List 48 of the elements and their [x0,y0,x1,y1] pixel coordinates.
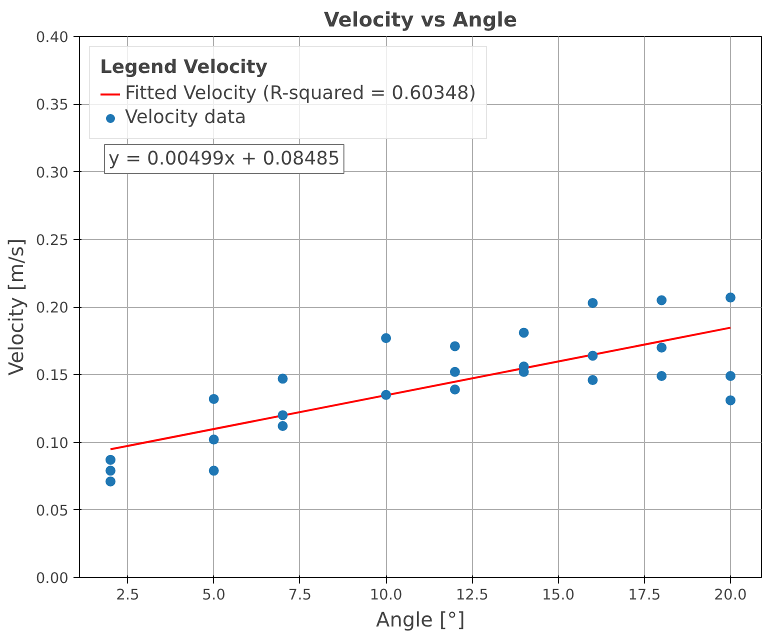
point [381,390,392,400]
x-tick-label: 10.0 [370,586,402,604]
y-tick-label: 0.05 [36,502,69,520]
point [208,394,219,404]
point [106,454,116,465]
chart-title: Velocity vs Angle [324,8,518,32]
y-tick-label: 0.15 [36,367,69,384]
legend-title: Legend Velocity [100,57,268,78]
x-axis-title: Angle [°] [376,608,465,632]
x-tick-label: 15.0 [542,586,575,604]
point [726,395,736,406]
x-tick-label: 12.5 [456,586,488,604]
point [518,328,529,338]
point [656,370,667,381]
point [208,466,219,476]
y-tick-label: 0.40 [36,29,69,46]
point [278,374,288,384]
point [588,350,598,361]
y-tick-label: 0.35 [36,96,69,114]
point [381,333,392,344]
x-tick-label: 2.5 [116,586,140,604]
point [208,434,219,445]
annotation: y = 0.00499x + 0.08485 [108,148,340,170]
point [106,466,116,476]
y-tick-label: 0.00 [36,570,69,587]
x-tick-label: 17.5 [628,586,661,604]
y-axis-title: Velocity [m/s] [4,238,28,376]
y-tick-label: 0.20 [36,300,69,316]
point [106,476,116,486]
point [726,292,736,303]
y-tick-label: 0.10 [36,434,69,452]
point [450,366,460,377]
y-tick-label: 0.30 [36,164,69,182]
x-tick-label: 5.0 [202,586,226,604]
point [656,295,667,306]
legend-label: Velocity data [125,107,246,128]
point [656,342,667,353]
point [450,384,460,394]
y-tick-label: 0.25 [36,232,69,249]
point [588,375,598,386]
point [278,410,288,420]
point [726,370,736,381]
point [588,298,598,308]
x-tick-label: 20.0 [714,586,747,604]
x-tick-label: 7.5 [288,586,312,604]
legend-label: Fitted Velocity (R-squared = 0.60348) [125,83,476,104]
point [278,421,288,432]
point [450,341,460,352]
